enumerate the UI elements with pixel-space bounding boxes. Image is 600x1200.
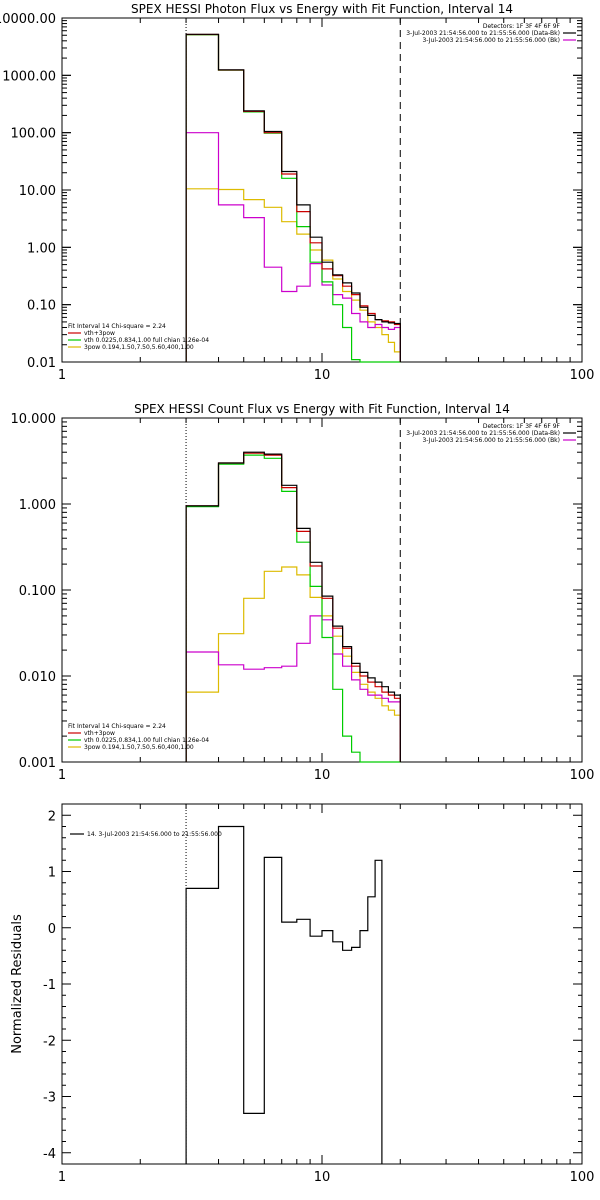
- x-tick-label: 10: [314, 1170, 331, 1185]
- legend-bottom-entry: Fit Interval 14 Chi-square = 2.24: [68, 323, 166, 330]
- y-tick-label: 10000.00: [0, 12, 56, 27]
- legend-top-entry: 3-Jul-2003 21:54:56.000 to 21:55:56.000 …: [422, 37, 560, 44]
- x-tick-label: 100: [570, 1170, 595, 1185]
- legend-top-entry: Detectors: 1F 3F 4F 6F 9F: [483, 423, 561, 430]
- y-tick-label: -1: [43, 978, 56, 993]
- y-tick-label: 0.100: [19, 584, 56, 599]
- x-tick-label: 10: [314, 368, 331, 383]
- plot-1: SPEX HESSI Photon Flux vs Energy with Fi…: [0, 2, 594, 383]
- plot-frame: [61, 17, 583, 363]
- y-tick-label: -4: [43, 1147, 56, 1162]
- y-axis-label: Normalized Residuals: [10, 914, 25, 1054]
- x-tick-label: 100: [570, 768, 595, 783]
- y-tick-label: -2: [43, 1034, 56, 1049]
- legend-top-entry: 3-Jul-2003 21:54:56.000 to 21:55:56.000 …: [406, 430, 560, 437]
- legend-bottom-entry: Fit Interval 14 Chi-square = 2.24: [68, 723, 166, 730]
- series-data: [185, 825, 383, 1164]
- plot-3: 1 10 100 -4 -3 -2 -1 0 1 2 Normalized Residuals 14.…: [10, 803, 595, 1185]
- series-bpow: [185, 188, 401, 362]
- y-tick-label: 0.10: [27, 299, 56, 314]
- legend-bottom-entry: vth+3pow: [84, 330, 115, 337]
- series-data: [185, 451, 401, 762]
- y-tick-label: 0.001: [19, 756, 56, 771]
- x-tick-label: 100: [570, 368, 595, 383]
- y-tick-label: 1.00: [27, 241, 56, 256]
- series-bpow: [185, 566, 401, 762]
- y-tick-label: 100.00: [11, 127, 57, 142]
- legend-bottom-entry: 3pow 0.194,1.50,7.50,5.60,400,1.00: [84, 344, 194, 351]
- legend-bottom-entry: vth 0.0225,0.834,1.00 full chian 1.26e-0…: [84, 737, 209, 744]
- y-tick-label: 2: [48, 809, 56, 824]
- x-tick-label: 10: [314, 768, 331, 783]
- plot-frame: [61, 803, 583, 1165]
- series-data: [185, 33, 401, 362]
- y-tick-label: 10.00: [19, 184, 56, 199]
- legend-top-entry: 3-Jul-2003 21:54:56.000 to 21:55:56.000 …: [406, 30, 560, 37]
- legend-residual-entry: 14. 3-Jul-2003 21:54:56.000 to 21:55:56.…: [87, 831, 222, 838]
- plot-title: SPEX HESSI Count Flux vs Energy with Fit…: [134, 402, 510, 416]
- legend-bottom-entry: vth+3pow: [84, 730, 115, 737]
- x-tick-label: 1: [58, 768, 66, 783]
- plot-title: SPEX HESSI Photon Flux vs Energy with Fi…: [131, 2, 513, 16]
- legend-bottom-entry: vth 0.0225,0.834,1.00 full chian 1.26e-0…: [84, 337, 209, 344]
- x-tick-label: 1: [58, 368, 66, 383]
- legend-top-entry: 3-Jul-2003 21:54:56.000 to 21:55:56.000 …: [422, 437, 560, 444]
- y-tick-label: -3: [43, 1091, 56, 1106]
- y-tick-label: 0: [48, 922, 56, 937]
- y-tick-label: 1.000: [19, 498, 56, 513]
- legend-bottom-entry: 3pow 0.194,1.50,7.50,5.60,400,1.00: [84, 744, 194, 751]
- y-tick-label: 0.01: [27, 356, 56, 371]
- series-bkg: [185, 132, 401, 362]
- legend-top-entry: Detectors: 1F 3F 4F 6F 9F: [483, 23, 561, 30]
- y-tick-label: 1: [48, 866, 56, 881]
- x-tick-label: 1: [58, 1170, 66, 1185]
- y-tick-label: 10.000: [11, 412, 57, 427]
- y-tick-label: 0.010: [19, 670, 56, 685]
- plot-2: SPEX HESSI Count Flux vs Energy with Fit…: [11, 402, 595, 783]
- series-total: [185, 452, 401, 762]
- y-tick-label: 1000.00: [2, 69, 56, 84]
